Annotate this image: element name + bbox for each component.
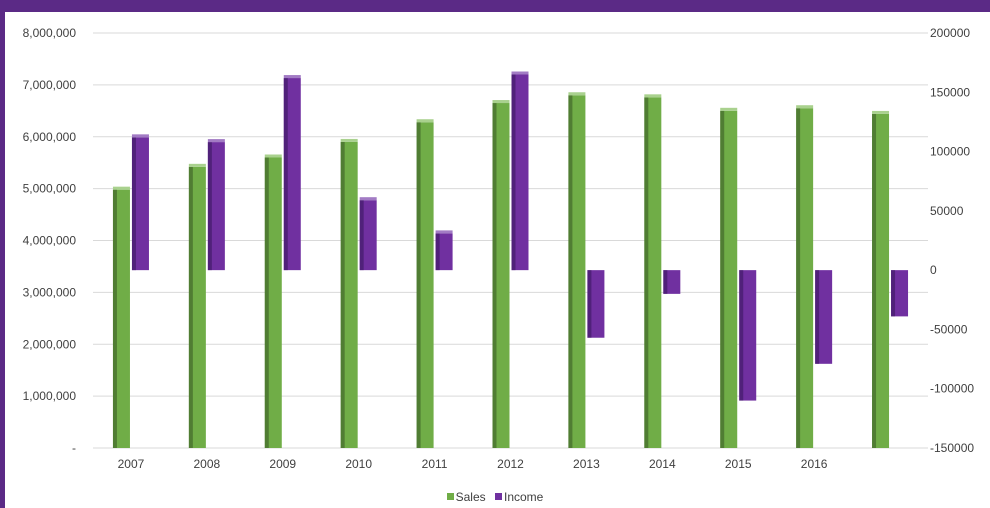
- y-left-tick-label: 6,000,000: [23, 130, 77, 144]
- bar-sales: [188, 166, 206, 448]
- bar-income-shade: [435, 233, 440, 271]
- y-left-tick-label: 7,000,000: [23, 78, 77, 92]
- bar-income-shade: [587, 270, 592, 338]
- bar-income: [815, 270, 833, 364]
- bar-income-top: [207, 139, 225, 143]
- bar-income: [587, 270, 605, 338]
- bar-sales-shade: [112, 189, 117, 448]
- legend-label-income: Income: [504, 489, 544, 504]
- bar-income: [359, 200, 377, 271]
- bar-sales-shade: [720, 110, 725, 448]
- bar-income-shade: [739, 270, 744, 401]
- x-tick-label: 2012: [497, 457, 524, 471]
- y-right-tick-label: 50000: [930, 204, 964, 218]
- bar-sales-top: [644, 94, 662, 98]
- bar-sales-top: [416, 119, 434, 123]
- bar-income: [435, 233, 453, 271]
- y-left-tick-label: 4,000,000: [23, 234, 77, 248]
- bar-income: [131, 137, 149, 271]
- y-left-tick-label: -: [72, 441, 76, 455]
- bar-sales-top: [796, 105, 814, 109]
- y-right-tick-label: 150000: [930, 85, 970, 99]
- bar-sales: [340, 141, 358, 448]
- legend-item-sales: Sales: [446, 489, 486, 504]
- bar-sales-top: [188, 163, 206, 167]
- bar-sales-shade: [872, 113, 877, 449]
- bar-income-shade: [815, 270, 820, 364]
- bar-income-top: [359, 197, 377, 201]
- bar-sales-shade: [568, 95, 573, 448]
- x-tick-label: 2016: [801, 457, 828, 471]
- bar-income-top: [511, 71, 529, 75]
- bar-income: [663, 270, 681, 294]
- bar-sales-top: [492, 100, 510, 104]
- bar-sales-shade: [340, 141, 345, 448]
- y-right-tick-label: 200000: [930, 26, 970, 40]
- bar-income-shade: [131, 137, 136, 271]
- bar-sales-top: [568, 92, 586, 96]
- y-right-tick-label: 0: [930, 263, 937, 277]
- bar-sales: [112, 189, 130, 448]
- x-tick-label: 2010: [345, 457, 372, 471]
- bar-income-top: [131, 134, 149, 138]
- bar-sales-shade: [188, 166, 193, 448]
- x-tick-label: 2008: [194, 457, 221, 471]
- bar-sales-shade: [264, 157, 269, 448]
- bar-income-top: [283, 75, 301, 79]
- bar-sales: [264, 157, 282, 448]
- legend: Sales Income: [0, 489, 990, 504]
- bar-sales-top: [872, 110, 890, 114]
- bar-income: [511, 74, 529, 271]
- bar-income-shade: [891, 270, 896, 317]
- y-left-tick-label: 8,000,000: [23, 26, 77, 40]
- legend-swatch-sales: [446, 493, 454, 500]
- bar-sales: [720, 110, 738, 448]
- legend-swatch-income: [495, 493, 502, 500]
- y-left-tick-label: 1,000,000: [23, 389, 77, 403]
- bar-income-shade: [283, 78, 288, 271]
- x-tick-label: 2013: [573, 457, 600, 471]
- bar-income-shade: [663, 270, 668, 294]
- legend-item-income: Income: [495, 490, 543, 504]
- bar-income-shade: [511, 74, 516, 271]
- bar-sales-shade: [644, 97, 649, 448]
- chart-title-bar: [0, 0, 990, 12]
- bar-sales-shade: [492, 103, 497, 448]
- bar-income-shade: [359, 200, 364, 271]
- bar-sales: [568, 95, 586, 448]
- bar-income-top: [435, 230, 453, 234]
- legend-label-sales: Sales: [455, 489, 486, 504]
- bar-sales-shade: [796, 108, 801, 448]
- y-right-tick-label: -100000: [930, 382, 974, 396]
- y-left-tick-label: 3,000,000: [23, 285, 77, 299]
- y-left-tick-label: 5,000,000: [23, 182, 77, 196]
- x-tick-label: 2009: [269, 457, 296, 471]
- bar-sales: [796, 108, 814, 448]
- x-tick-label: 2007: [118, 457, 145, 471]
- bar-sales: [492, 103, 510, 448]
- bar-sales: [416, 122, 434, 448]
- bar-sales-top: [340, 138, 358, 142]
- bar-income: [283, 78, 301, 271]
- y-right-tick-label: 100000: [930, 145, 970, 159]
- bar-income: [739, 270, 757, 401]
- y-right-tick-label: -50000: [930, 322, 968, 336]
- x-tick-label: 2011: [422, 457, 448, 471]
- bar-sales: [872, 113, 890, 449]
- bar-income-shade: [207, 142, 212, 271]
- bar-sales-shade: [416, 122, 421, 448]
- x-tick-label: 2014: [649, 457, 676, 471]
- bar-sales-top: [720, 107, 738, 111]
- bar-sales-top: [112, 186, 130, 190]
- bar-sales-top: [264, 154, 282, 158]
- bar-income: [207, 142, 225, 271]
- bar-sales: [644, 97, 662, 448]
- y-right-tick-label: -150000: [930, 441, 974, 455]
- x-tick-label: 2015: [725, 457, 752, 471]
- y-left-tick-label: 2,000,000: [23, 337, 77, 351]
- bar-income: [891, 270, 909, 317]
